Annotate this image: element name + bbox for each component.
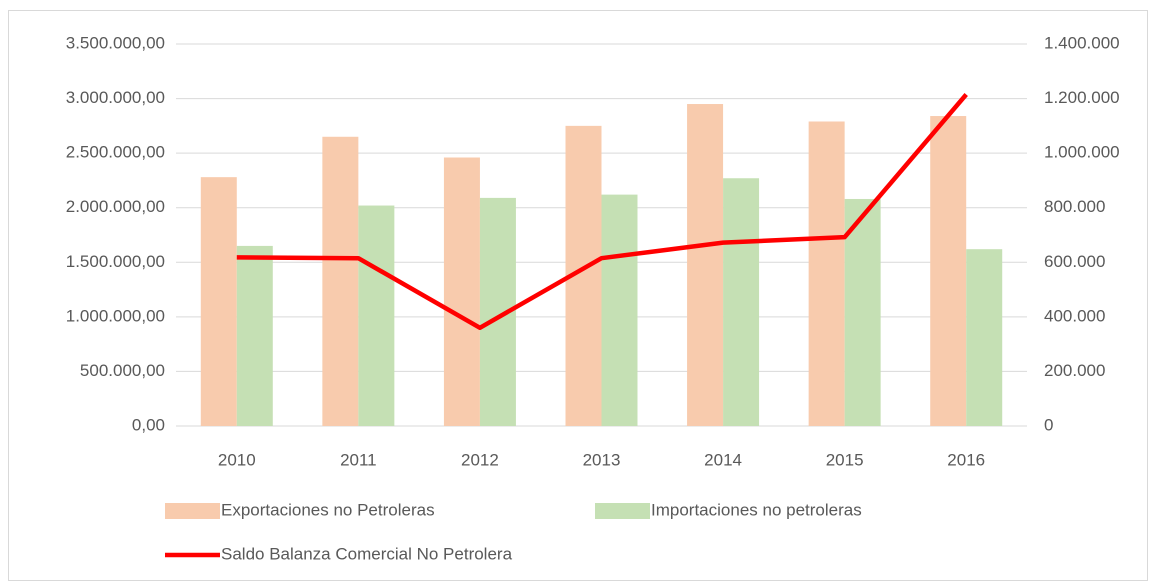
x-tick-label: 2015	[826, 450, 864, 469]
y-tick-label: 3.500.000,00	[66, 33, 165, 52]
y2-tick-label: 800.000	[1044, 197, 1105, 216]
legend-label: Saldo Balanza Comercial No Petrolera	[221, 544, 513, 563]
y-tick-label: 3.000.000,00	[66, 88, 165, 107]
y-tick-label: 500.000,00	[80, 361, 165, 380]
x-tick-label: 2010	[218, 450, 256, 469]
legend-label: Exportaciones no Petroleras	[221, 500, 435, 519]
y2-tick-label: 0	[1044, 415, 1053, 434]
bar	[601, 194, 638, 426]
bar	[687, 104, 724, 427]
bar	[808, 121, 845, 427]
legend-swatch	[595, 503, 650, 519]
bar	[236, 245, 273, 426]
bar	[443, 157, 480, 426]
bar	[966, 249, 1003, 426]
y2-tick-label: 1.000.000	[1044, 143, 1120, 162]
bar	[322, 136, 359, 426]
bar	[844, 198, 881, 426]
y2-tick-label: 600.000	[1044, 252, 1105, 271]
y2-tick-label: 200.000	[1044, 361, 1105, 380]
y-tick-label: 1.500.000,00	[66, 252, 165, 271]
legend-label: Importaciones no petroleras	[651, 500, 862, 519]
y2-tick-label: 400.000	[1044, 306, 1105, 325]
y-tick-label: 2.000.000,00	[66, 197, 165, 216]
legend-swatch	[165, 503, 220, 519]
x-tick-label: 2012	[461, 450, 499, 469]
x-tick-label: 2016	[947, 450, 985, 469]
bar	[723, 178, 760, 426]
y-tick-label: 2.500.000,00	[66, 143, 165, 162]
y-tick-label: 0,00	[132, 415, 165, 434]
x-tick-label: 2013	[583, 450, 621, 469]
x-tick-label: 2011	[340, 450, 377, 469]
y2-tick-label: 1.200.000	[1044, 88, 1120, 107]
y2-tick-label: 1.400.000	[1044, 33, 1120, 52]
bar	[200, 177, 237, 426]
y-tick-label: 1.000.000,00	[66, 306, 165, 325]
bar	[930, 116, 967, 426]
bar	[358, 205, 395, 426]
line-series	[236, 93, 968, 331]
x-tick-label: 2014	[704, 450, 742, 469]
